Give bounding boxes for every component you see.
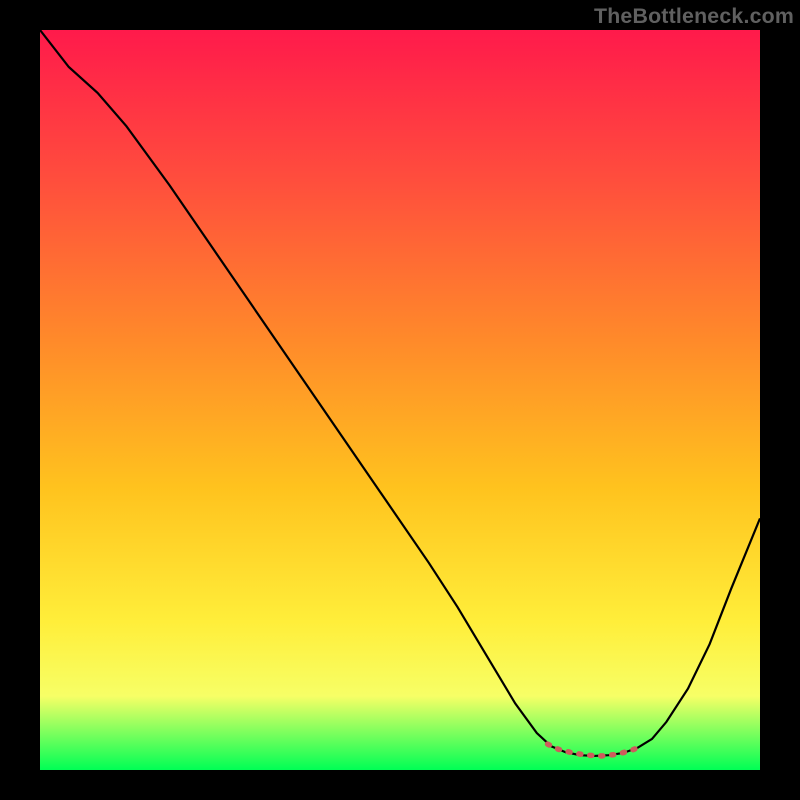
watermark-text: TheBottleneck.com [594, 4, 794, 29]
trough-marker [548, 744, 642, 756]
chart-svg [40, 30, 760, 770]
plot-area [40, 30, 760, 770]
chart-frame: TheBottleneck.com [0, 0, 800, 800]
bottleneck-curve [40, 30, 760, 756]
